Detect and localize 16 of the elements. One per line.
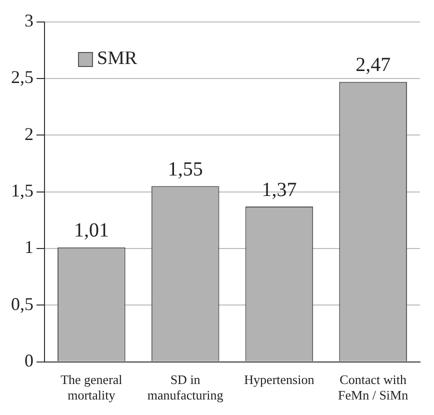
y-tick-label: 2 (24, 124, 34, 144)
data-label: 2,47 (356, 54, 391, 76)
y-tick-label: 0 (24, 350, 34, 371)
y-tick-label: 3 (24, 10, 34, 31)
data-label: 1,01 (74, 220, 109, 242)
y-tick-label: 1 (24, 237, 34, 258)
y-tick-label: 2,5 (11, 67, 34, 88)
x-tick-label: Contact with FeMn / SiMn (338, 372, 409, 403)
x-tick-label: The general mortality (60, 372, 123, 403)
legend-label: SMR (97, 48, 138, 70)
x-tick-label: SD in manufacturing (147, 372, 224, 403)
data-label: 1,55 (168, 158, 203, 180)
data-label: 1,37 (262, 178, 297, 201)
y-tick-label: 0,5 (11, 294, 34, 314)
y-tick-label: 1,5 (11, 180, 34, 201)
x-tick-label: Hypertension (244, 372, 315, 388)
